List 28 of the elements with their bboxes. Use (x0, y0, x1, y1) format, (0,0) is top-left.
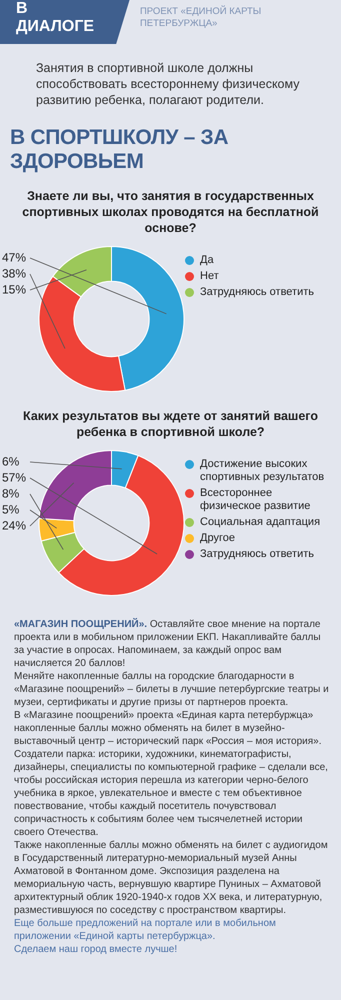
data-label: 38% (2, 266, 26, 280)
chart-title: Знаете ли вы, что занятия в государственных спортивных школах проводятся на бесплатной основе? (21, 188, 320, 236)
legend-label: Затрудняюсь ответить (200, 286, 314, 299)
text: Меняйте накопленные баллы на городские благодарности в «Магазине поощрений» – билеты в лучшие петербургские театры и музеи, сертификаты и другие призы от партнеров проекта. (14, 670, 329, 709)
legend-label: Затрудняюсь ответить (200, 548, 314, 561)
legend-label: Всестороннее физическое развитие (200, 487, 312, 513)
legend-label: Достижение высоких спортивных результатов (200, 458, 326, 484)
data-label: 47% (2, 250, 26, 264)
legend-label: Нет (200, 270, 219, 283)
data-label: 24% (2, 518, 26, 532)
text: Также накопленные баллы можно обменять на билет с аудиогидом в Государственный литературно-мемориальный музей Анны Ахматовой в Фонтанном доме. Экспозиция разделена на мемориальную часть, вернувшую квартире Пуниных – Ахматовой архитектурный облик 1920-1940-х годов XX века, и литературную, разместившуюся по соседству с пространством квартиры. (14, 839, 329, 917)
text: ПРОЕКТ «ЕДИНОЙ КАРТЫ ПЕТЕРБУРЖЦА» (140, 6, 262, 30)
text: В СПОРТШКОЛУ – ЗА ЗДОРОВЬЕМ (10, 126, 230, 174)
text: В «Магазине поощрений» проекта «Единая карта петербуржца» накопленные баллы можно обменять на билет в музейно-выставочный центр – исторический парк «Россия – моя история». Создатели парка: историки, художники, кинематографисты, дизайнеры, специалисты по компьютерной графике – сделали все, чтобы российская история перешла из категории черно-белого учебника в яркое, увлекательное и вместе с тем объективное повествование, чтобы каждый посетитель почувствовал сопричастность к событиям более чем тысячелетней истории своего Отечества. (14, 710, 328, 838)
legend-label: Да (200, 254, 214, 267)
legend-label: Социальная адаптация (200, 516, 320, 529)
data-label: 6% (2, 454, 20, 468)
data-label: 15% (2, 282, 26, 296)
chart-title: Каких результатов вы ждете от занятий вашего ребенка в спортивной школе? (22, 408, 319, 440)
data-label: 5% (2, 502, 20, 516)
text: «МАГАЗИН ПООЩРЕНИЙ». (14, 619, 148, 630)
data-label: 8% (2, 486, 20, 500)
data-label: 57% (2, 470, 26, 484)
text: Сделаем наш город вместе лучше! (14, 943, 178, 956)
text: Занятия в спортивной школе должны способствовать всестороннему физическому развитию ребенка, полагают родители. (36, 60, 300, 108)
text: Еще больше предложений на портале или в мобильном приложении «Единой карты петербуржца». (14, 917, 277, 943)
legend-label: Другое (200, 532, 235, 545)
text: В ДИАЛОГЕ (0, 0, 132, 44)
